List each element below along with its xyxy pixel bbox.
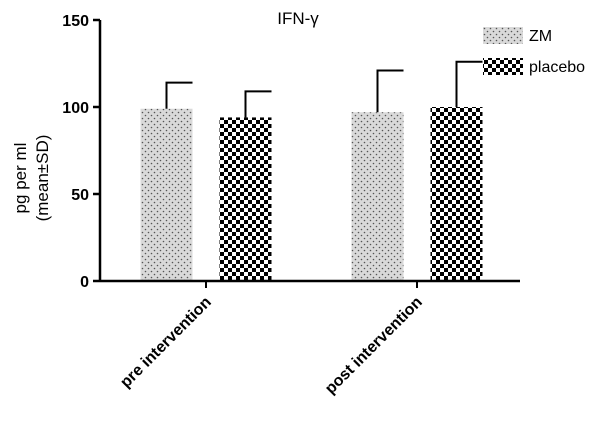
y-axis-title-line2: (mean±SD) bbox=[33, 135, 52, 222]
legend-label-placebo: placebo bbox=[529, 59, 585, 76]
y-tick-label: 150 bbox=[62, 13, 89, 30]
x-category-label: post intervention bbox=[322, 294, 426, 398]
bar-zm-post bbox=[351, 112, 404, 281]
y-tick-label: 50 bbox=[71, 187, 89, 204]
bar-placebo-pre bbox=[219, 117, 272, 281]
y-tick-label: 0 bbox=[80, 274, 89, 291]
x-category-label: pre intervention bbox=[117, 294, 215, 392]
y-axis-title-line1: pg per ml bbox=[11, 143, 30, 214]
y-tick-label: 100 bbox=[62, 100, 89, 117]
legend: ZM placebo bbox=[483, 27, 585, 76]
legend-label-zm: ZM bbox=[529, 28, 552, 45]
legend-swatch-zm bbox=[483, 27, 523, 44]
legend-swatch-placebo bbox=[483, 58, 523, 75]
y-axis-title: pg per ml (mean±SD) bbox=[11, 135, 52, 222]
bar-zm-pre bbox=[140, 108, 193, 282]
chart-title: IFN-γ bbox=[277, 9, 319, 28]
bars-layer bbox=[140, 60, 483, 282]
bar-placebo-post bbox=[430, 107, 483, 281]
